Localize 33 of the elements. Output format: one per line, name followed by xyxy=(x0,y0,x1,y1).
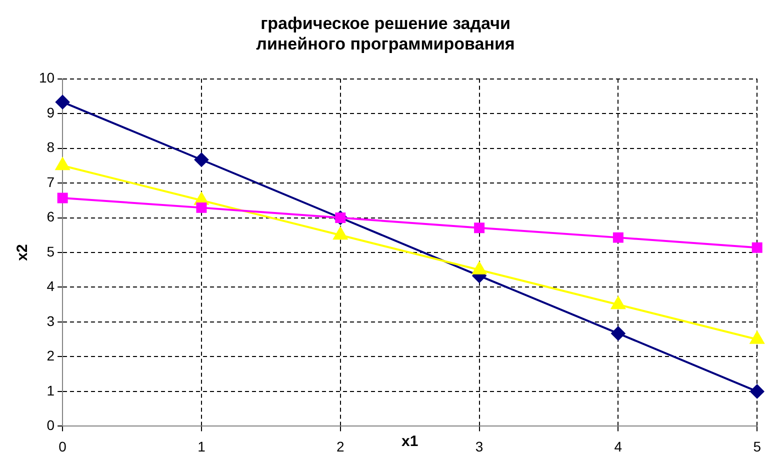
y-tick-label: 10 xyxy=(38,70,55,86)
y-tick-label: 7 xyxy=(46,174,55,190)
point xyxy=(56,95,70,110)
y-tick-label: 4 xyxy=(46,278,55,294)
x-tick-label: 0 xyxy=(58,438,67,454)
point xyxy=(750,331,764,344)
point xyxy=(196,202,207,213)
point xyxy=(333,227,348,240)
y-tick-label: 0 xyxy=(46,417,55,434)
point xyxy=(750,384,764,398)
y-tick-label: 3 xyxy=(46,312,55,329)
y-tick-label: 2 xyxy=(46,348,55,364)
point xyxy=(611,326,626,340)
x-tick-label: 4 xyxy=(614,438,622,454)
y-tick-label: 8 xyxy=(46,139,55,156)
x-tick-label: 5 xyxy=(753,438,762,454)
x-tick-label: 1 xyxy=(198,438,206,454)
point xyxy=(57,192,68,204)
y-axis-title: x2 xyxy=(14,244,32,261)
y-tick-label: 1 xyxy=(46,382,55,398)
point xyxy=(194,152,208,167)
y-tick-label: 9 xyxy=(46,104,55,120)
point xyxy=(472,262,486,274)
x-tick-label: 2 xyxy=(336,438,344,454)
y-tick-label: 5 xyxy=(46,243,55,260)
chart-title: графическое решение задачи линейного программирования xyxy=(256,14,515,54)
point xyxy=(752,242,762,253)
x-axis-title: x1 xyxy=(401,432,418,450)
y-tick-label: 6 xyxy=(46,208,55,225)
point xyxy=(474,222,485,234)
point xyxy=(611,296,626,310)
point xyxy=(612,232,624,243)
x-tick-label: 3 xyxy=(475,438,484,454)
